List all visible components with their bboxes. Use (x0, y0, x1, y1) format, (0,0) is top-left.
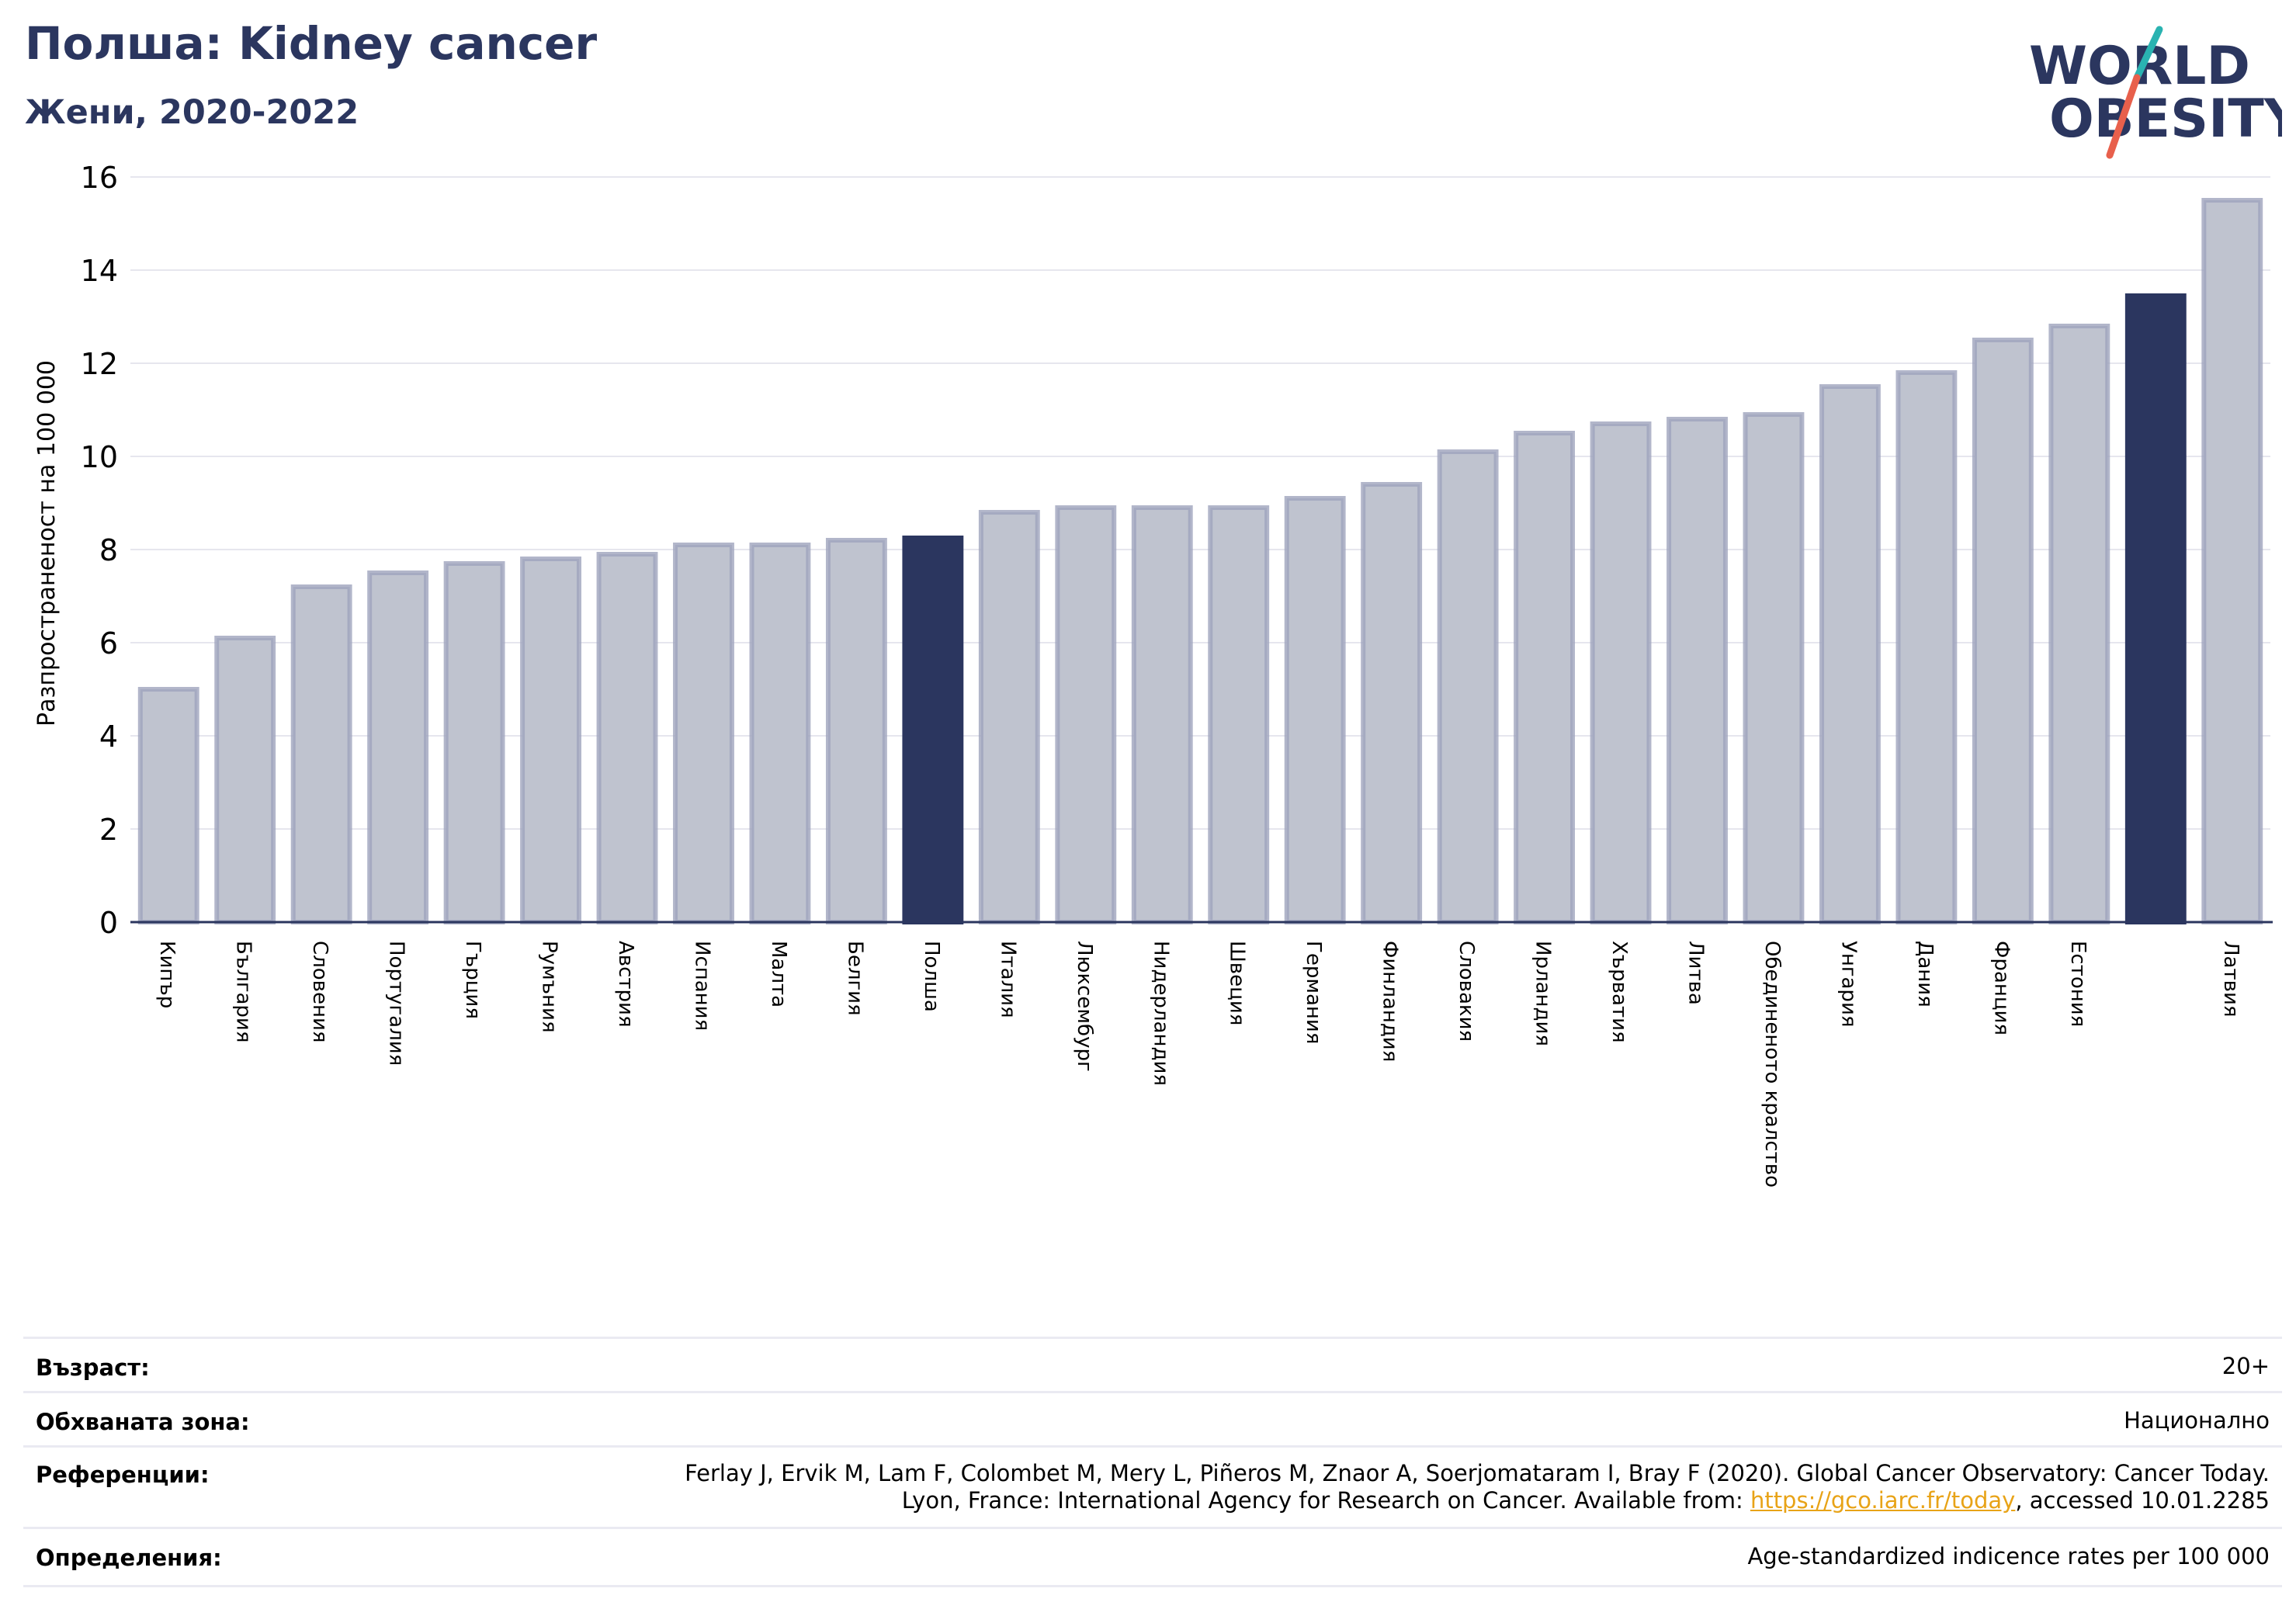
definitions-label: Определения: (36, 1545, 222, 1571)
bar-Латвия (2201, 198, 2263, 924)
bar-unlabeled (2124, 293, 2187, 924)
bar-Люксембург (1055, 505, 1117, 924)
x-tick-label: Австрия (614, 941, 637, 1028)
bar-Унгария (1819, 384, 1881, 924)
bars-layer (137, 198, 2263, 924)
x-tick-label: Гърция (461, 941, 484, 1019)
y-tick-label: 12 (81, 347, 118, 381)
x-tick-label: Португалия (385, 941, 408, 1066)
footer-row-age: Възраст: 20+ (23, 1337, 2282, 1393)
footer-row-definitions: Определения: Age-standardized indicence … (23, 1527, 2282, 1587)
area-value: Национално (2124, 1407, 2270, 1434)
y-tick-label: 14 (81, 254, 118, 288)
x-tick-label: Ирландия (1531, 941, 1555, 1046)
bar-Испания (673, 543, 734, 924)
age-value: 20+ (2221, 1353, 2270, 1379)
x-tick-label: Естония (2066, 941, 2090, 1027)
x-tick-label: Унгария (1836, 941, 1860, 1027)
footer-row-references: Референции: Ferlay J, Ervik M, Lam F, Co… (23, 1445, 2282, 1529)
references-link[interactable]: https://gco.iarc.fr/today (1750, 1487, 2016, 1514)
logo-slash-teal (2133, 26, 2163, 81)
bar-Обединеното кралство (1743, 412, 1805, 924)
age-label: Възраст: (36, 1354, 150, 1381)
references-line2: Lyon, France: International Agency for R… (685, 1487, 2270, 1514)
x-tick-label: Германия (1302, 941, 1325, 1044)
y-tick-label: 6 (99, 626, 118, 661)
x-tick-label: Словения (308, 941, 331, 1043)
x-tick-label: Литва (1684, 941, 1708, 1005)
x-tick-label: Хърватия (1608, 941, 1631, 1043)
x-tick-label: България (232, 941, 255, 1042)
definitions-value: Age-standardized indicence rates per 100… (1747, 1543, 2270, 1569)
y-tick-label: 0 (99, 906, 118, 940)
bar-Естония (2048, 324, 2110, 924)
logo-line2: OBESITY (2049, 88, 2282, 150)
x-tick-label: Белгия (843, 941, 866, 1016)
chart-title: Полша: Kidney cancer (25, 17, 598, 70)
y-axis-label: Разпространеност на 100 000 (33, 360, 61, 727)
y-tick-label: 4 (99, 720, 118, 754)
references-line2-suffix: , accessed 10.01.2285 (2015, 1487, 2270, 1514)
bar-Италия (978, 510, 1040, 924)
area-label: Обхваната зона: (36, 1409, 250, 1435)
y-tick-label: 2 (99, 813, 118, 847)
bar-Швеция (1208, 505, 1270, 924)
x-tick-label: Полша (920, 941, 943, 1012)
bar-Белгия (825, 538, 887, 924)
bar-Португалия (367, 570, 429, 924)
references-value: Ferlay J, Ervik M, Lam F, Colombet M, Me… (685, 1460, 2270, 1514)
bar-Словения (290, 584, 352, 924)
bar-Гърция (443, 561, 505, 924)
bar-Кипър (137, 687, 199, 924)
bar-Австрия (596, 552, 658, 924)
x-tick-label: Малта (767, 941, 790, 1007)
bar-Словакия (1437, 449, 1499, 924)
footer-row-area: Обхваната зона: Национално (23, 1391, 2282, 1448)
y-tick-label: 8 (99, 533, 118, 567)
x-tick-label: Латвия (2219, 941, 2242, 1018)
bar-Румъния (520, 557, 581, 924)
labels-layer: 0 2 4 6 8 10 12 14 16 Кипър България Словения Португ… (81, 161, 2242, 1188)
world-obesity-logo: WORLD OBESITY (2029, 26, 2282, 159)
x-tick-label: Румъния (538, 941, 561, 1033)
y-tick-label: 10 (81, 440, 118, 474)
references-line1: Ferlay J, Ervik M, Lam F, Colombet M, Me… (685, 1460, 2270, 1486)
x-tick-label: Дания (1913, 941, 1937, 1007)
chart-subtitle: Жени, 2020-2022 (25, 93, 359, 132)
x-tick-label: Франция (1989, 941, 2013, 1035)
x-tick-label: Финландия (1379, 941, 1402, 1062)
bar-chart: 0 2 4 6 8 10 12 14 16 Кипър България Словения Португ… (33, 161, 2273, 1188)
bar-Ирландия (1514, 431, 1576, 924)
bar-Германия (1284, 496, 1346, 924)
x-tick-label: Италия (996, 941, 1019, 1018)
references-line2-prefix: Lyon, France: International Agency for R… (901, 1487, 1750, 1514)
x-tick-label: Словакия (1455, 941, 1478, 1042)
bar-Дания (1895, 370, 1958, 924)
x-tick-label: Нидерландия (1149, 941, 1172, 1086)
bar-Финландия (1361, 482, 1423, 924)
bar-Малта (749, 543, 811, 924)
bar-Франция (1972, 338, 2034, 924)
x-tick-label: Обединеното кралство (1760, 941, 1784, 1188)
bar-Литва (1667, 417, 1728, 924)
bar-Хърватия (1590, 421, 1652, 924)
x-tick-label: Люксембург (1073, 941, 1096, 1072)
x-tick-label: Испания (690, 941, 713, 1031)
bar-България (214, 636, 276, 924)
references-label: Референции: (36, 1462, 210, 1488)
x-tick-label: Швеция (1226, 941, 1249, 1025)
y-tick-label: 16 (81, 161, 118, 195)
bar-Нидерландия (1131, 505, 1193, 924)
bar-Полша (902, 536, 964, 924)
logo-slash-coral (2106, 74, 2141, 159)
x-tick-label: Кипър (155, 941, 179, 1008)
